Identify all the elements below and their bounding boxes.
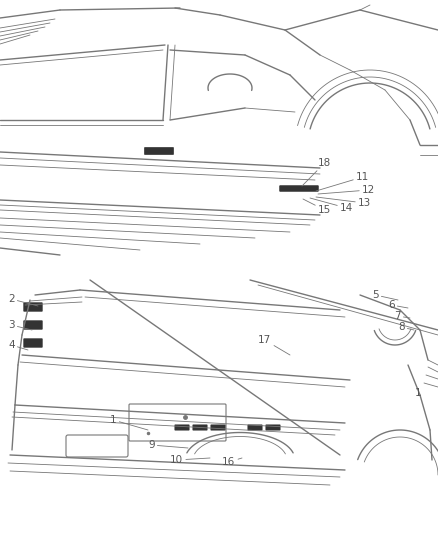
Text: 5: 5 (372, 290, 398, 300)
Text: 10: 10 (170, 455, 210, 465)
Text: 11: 11 (316, 172, 369, 191)
FancyBboxPatch shape (175, 425, 189, 430)
Text: 8: 8 (398, 322, 414, 332)
Text: 18: 18 (302, 158, 331, 186)
FancyBboxPatch shape (248, 425, 262, 430)
FancyBboxPatch shape (24, 321, 42, 329)
Text: 4: 4 (8, 340, 28, 350)
FancyBboxPatch shape (280, 185, 318, 191)
Text: 16: 16 (222, 457, 242, 467)
Text: 6: 6 (388, 300, 408, 310)
Text: 9: 9 (148, 440, 188, 450)
Text: 7: 7 (394, 311, 410, 321)
FancyBboxPatch shape (24, 338, 42, 348)
FancyBboxPatch shape (24, 303, 42, 311)
Text: 1: 1 (110, 415, 148, 430)
FancyBboxPatch shape (211, 425, 225, 430)
Text: 15: 15 (303, 199, 331, 215)
Text: 3: 3 (8, 320, 32, 330)
FancyBboxPatch shape (145, 148, 173, 155)
Text: 2: 2 (8, 294, 38, 306)
Text: 17: 17 (258, 335, 290, 355)
FancyBboxPatch shape (266, 425, 280, 430)
Text: 14: 14 (310, 198, 353, 213)
Text: 13: 13 (316, 197, 371, 208)
Text: 12: 12 (318, 185, 375, 195)
Text: 1: 1 (415, 388, 422, 398)
FancyBboxPatch shape (193, 425, 207, 430)
